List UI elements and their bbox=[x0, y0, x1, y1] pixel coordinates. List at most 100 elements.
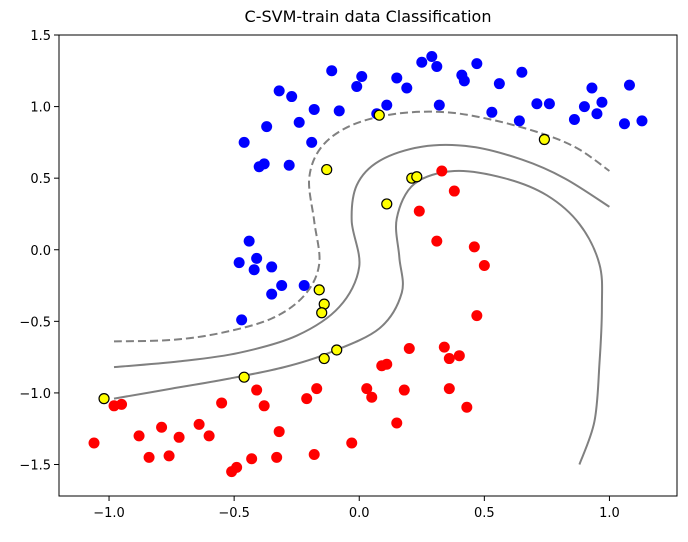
blue-point bbox=[623, 79, 635, 91]
x-tick-label: −0.5 bbox=[218, 506, 250, 521]
chart-title: C-SVM-train data Classification bbox=[245, 7, 492, 26]
decision-line-3 bbox=[113, 169, 604, 465]
blue-point bbox=[258, 158, 270, 170]
blue-point bbox=[273, 85, 285, 97]
red-point bbox=[251, 384, 263, 396]
decision-line-2 bbox=[113, 143, 610, 369]
blue-point bbox=[431, 60, 443, 72]
red-point bbox=[361, 383, 373, 395]
blue-point bbox=[493, 78, 505, 90]
support-vector-point bbox=[381, 198, 393, 210]
support-vector-point bbox=[318, 352, 330, 365]
blue-point bbox=[618, 118, 630, 130]
support-vector-point bbox=[316, 307, 328, 319]
blue-point bbox=[233, 257, 245, 269]
red-point bbox=[471, 310, 483, 322]
red-point bbox=[116, 398, 128, 410]
red-point bbox=[438, 341, 450, 353]
y-tick-label: 0.5 bbox=[30, 172, 51, 187]
red-point bbox=[216, 397, 228, 409]
blue-point bbox=[333, 105, 345, 117]
red-point bbox=[403, 343, 415, 355]
blue-point bbox=[308, 103, 320, 115]
red-point bbox=[173, 431, 185, 443]
support-vector-point bbox=[238, 371, 250, 383]
y-tick-label: 1.0 bbox=[30, 101, 51, 116]
red-point bbox=[301, 393, 313, 405]
x-tick-label: 1.0 bbox=[599, 506, 620, 521]
x-tick-label: −1.0 bbox=[93, 506, 125, 521]
blue-point bbox=[591, 108, 603, 120]
blue-point bbox=[636, 115, 648, 127]
red-point bbox=[478, 260, 490, 271]
red-point bbox=[308, 448, 320, 460]
support-vector-point bbox=[313, 284, 325, 296]
blue-point bbox=[381, 99, 393, 111]
red-point bbox=[391, 417, 403, 429]
blue-point bbox=[513, 115, 525, 127]
red-point bbox=[258, 400, 270, 412]
blue-point bbox=[283, 159, 295, 171]
red-point bbox=[443, 383, 455, 395]
blue-point bbox=[251, 252, 263, 264]
red-point bbox=[143, 451, 155, 463]
red-point bbox=[246, 453, 258, 465]
blue-point bbox=[433, 99, 445, 111]
red-point bbox=[156, 421, 168, 433]
blue-point bbox=[586, 82, 598, 94]
red-point bbox=[461, 401, 473, 413]
support-vector-point bbox=[538, 133, 550, 146]
blue-point bbox=[458, 75, 470, 87]
blue-point bbox=[286, 91, 298, 103]
blue-point bbox=[578, 101, 590, 113]
blue-point bbox=[248, 264, 260, 276]
support-vector-point bbox=[331, 344, 343, 356]
support-vector-point bbox=[321, 163, 333, 176]
red-point bbox=[448, 185, 460, 197]
blue-point bbox=[356, 71, 368, 83]
plot-frame bbox=[58, 34, 678, 497]
red-point bbox=[443, 353, 455, 365]
blue-point bbox=[596, 96, 608, 108]
y-tick-label: −1.0 bbox=[19, 387, 51, 402]
red-point bbox=[271, 451, 283, 463]
blue-point bbox=[306, 136, 318, 148]
red-point bbox=[231, 461, 243, 473]
red-point bbox=[203, 430, 215, 442]
red-point bbox=[163, 450, 175, 462]
support-vector-point bbox=[373, 109, 385, 121]
blue-point bbox=[298, 280, 310, 292]
red-point bbox=[398, 384, 410, 396]
blue-point bbox=[236, 314, 248, 326]
y-tick-label: 1.5 bbox=[30, 29, 51, 44]
blue-point bbox=[401, 82, 413, 94]
blue-point bbox=[391, 72, 403, 84]
red-point bbox=[436, 165, 448, 177]
blue-point bbox=[243, 235, 255, 247]
y-tick-label: 0.0 bbox=[30, 244, 51, 259]
blue-point bbox=[486, 106, 498, 118]
blue-point bbox=[293, 116, 305, 128]
x-tick-label: 0.5 bbox=[474, 506, 495, 521]
blue-point bbox=[326, 65, 338, 77]
red-point bbox=[311, 383, 323, 395]
blue-point bbox=[266, 288, 278, 300]
blue-point bbox=[471, 58, 483, 70]
red-point bbox=[193, 418, 205, 430]
y-tick-label: −0.5 bbox=[19, 315, 51, 330]
red-point bbox=[346, 437, 358, 449]
blue-point bbox=[568, 113, 580, 125]
blue-point bbox=[426, 50, 438, 62]
x-tick-label: 0.0 bbox=[349, 506, 370, 521]
red-point bbox=[381, 358, 393, 370]
blue-point bbox=[261, 121, 273, 133]
blue-point bbox=[238, 136, 250, 148]
red-point bbox=[413, 205, 425, 217]
red-point bbox=[133, 430, 145, 442]
red-point bbox=[453, 350, 465, 362]
blue-point bbox=[351, 81, 363, 93]
x-axis-ticks: −1.0 −0.5 0.0 0.5 1.0 bbox=[93, 496, 620, 521]
red-point bbox=[366, 391, 378, 403]
red-point bbox=[88, 437, 100, 449]
decision-lines bbox=[113, 110, 610, 465]
